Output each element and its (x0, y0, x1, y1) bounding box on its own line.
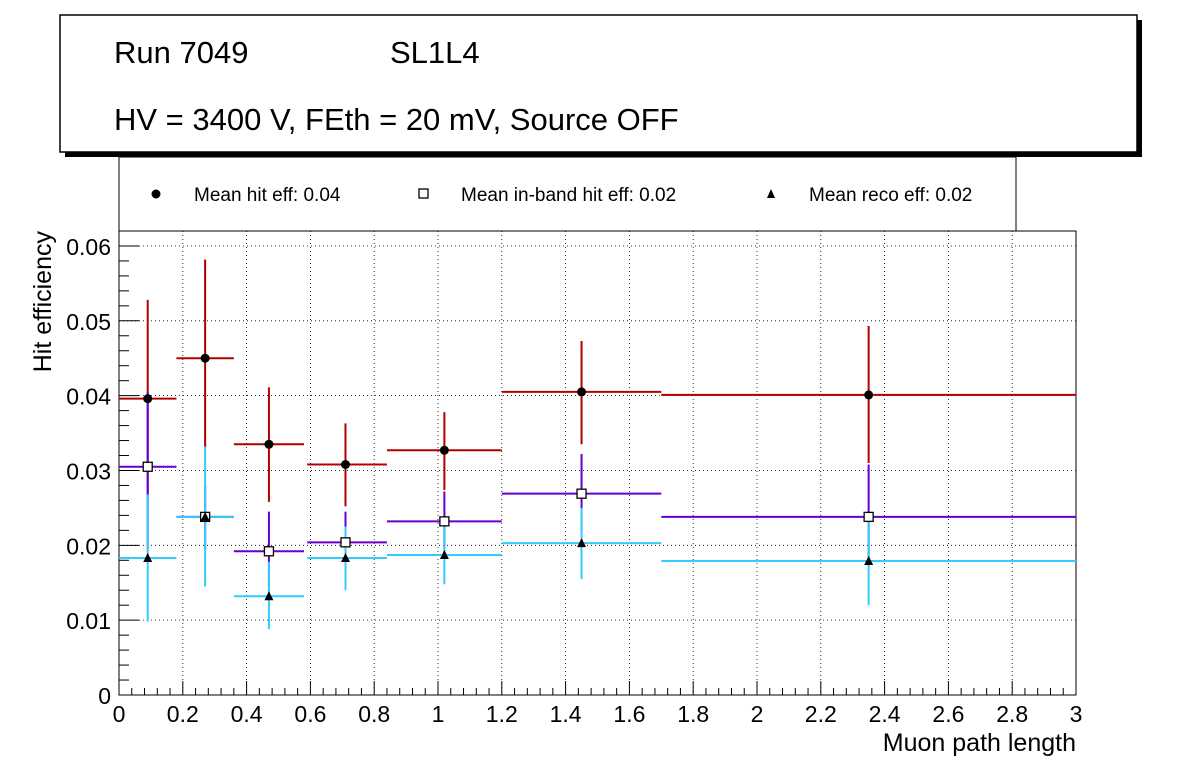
data-point (439, 516, 450, 527)
data-point (340, 537, 351, 548)
y-tick-label: 0.01 (66, 608, 111, 634)
x-tick-label: 1.4 (550, 701, 582, 727)
x-tick-label: 1.8 (677, 701, 709, 727)
plot-frame (118, 230, 1077, 696)
x-axis-title: Muon path length (883, 729, 1076, 757)
y-tick-label: 0.04 (66, 384, 111, 410)
data-point (264, 591, 274, 601)
data-point (864, 390, 874, 400)
y-tick-label: 0.05 (66, 309, 111, 335)
legend-label-hit-eff: Mean hit eff: 0.04 (194, 185, 341, 206)
data-point (143, 394, 153, 404)
x-tick-label: 2.2 (805, 701, 837, 727)
grid (119, 231, 1076, 695)
title-box: Run 7049 SL1L4 HV = 3400 V, FEth = 20 mV… (59, 14, 1142, 157)
y-tick-label: 0 (98, 683, 111, 709)
conditions-label: HV = 3400 V, FEth = 20 mV, Source OFF (114, 102, 679, 137)
x-tick-label: 2.8 (996, 701, 1028, 727)
x-axis: 0 0.2 0.4 0.6 0.8 1 1.2 1.4 1.6 1.8 2 2.2 2.4 2.6 2.8 3 (113, 681, 1083, 727)
x-tick-label: 2.4 (869, 701, 901, 727)
x-tick-label: 2 (751, 701, 764, 727)
x-tick-label: 1 (432, 701, 445, 727)
data-point (576, 488, 587, 499)
data-point (577, 387, 587, 397)
series-3-markers (143, 511, 874, 601)
data-point (200, 353, 210, 363)
y-axis-title: Hit efficiency (29, 231, 57, 373)
legend-frame (118, 156, 1017, 232)
data-point (340, 553, 350, 563)
legend: Mean hit eff: 0.04 Mean in-band hit eff:… (118, 156, 1017, 232)
data-point (143, 553, 153, 563)
data-point (340, 459, 350, 469)
legend-label-inband-eff: Mean in-band hit eff: 0.02 (461, 185, 676, 206)
run-label: Run 7049 (114, 35, 248, 70)
series-layer (119, 259, 1076, 630)
x-tick-label: 1.6 (613, 701, 645, 727)
data-point (863, 511, 874, 523)
data-point (263, 546, 275, 557)
legend-square-marker (418, 188, 429, 199)
y-tick-label: 0.02 (66, 533, 111, 559)
data-point (439, 550, 449, 560)
legend-triangle-marker (767, 189, 775, 198)
x-tick-label: 2.6 (932, 701, 964, 727)
data-point (439, 445, 449, 455)
y-axis: 0 0.01 0.02 0.03 0.04 0.05 0.06 (66, 230, 139, 709)
legend-circle-marker (151, 189, 161, 199)
data-point (264, 439, 274, 449)
data-point (200, 511, 210, 521)
y-tick-label: 0.03 (66, 458, 111, 484)
data-point (142, 461, 153, 472)
data-point (864, 556, 874, 566)
x-tick-label: 0 (113, 701, 126, 727)
x-tick-label: 0.6 (294, 701, 326, 727)
title-box-frame (59, 14, 1138, 153)
x-tick-label: 0.2 (167, 701, 199, 727)
x-tick-label: 0.8 (358, 701, 390, 727)
legend-label-reco-eff: Mean reco eff: 0.02 (809, 185, 972, 206)
x-tick-label: 3 (1070, 701, 1083, 727)
x-tick-label: 0.4 (231, 701, 263, 727)
data-point (577, 538, 587, 548)
x-tick-label: 1.2 (486, 701, 518, 727)
layer-label: SL1L4 (390, 35, 480, 70)
y-tick-label: 0.06 (66, 234, 111, 260)
series-1-markers (143, 353, 874, 469)
